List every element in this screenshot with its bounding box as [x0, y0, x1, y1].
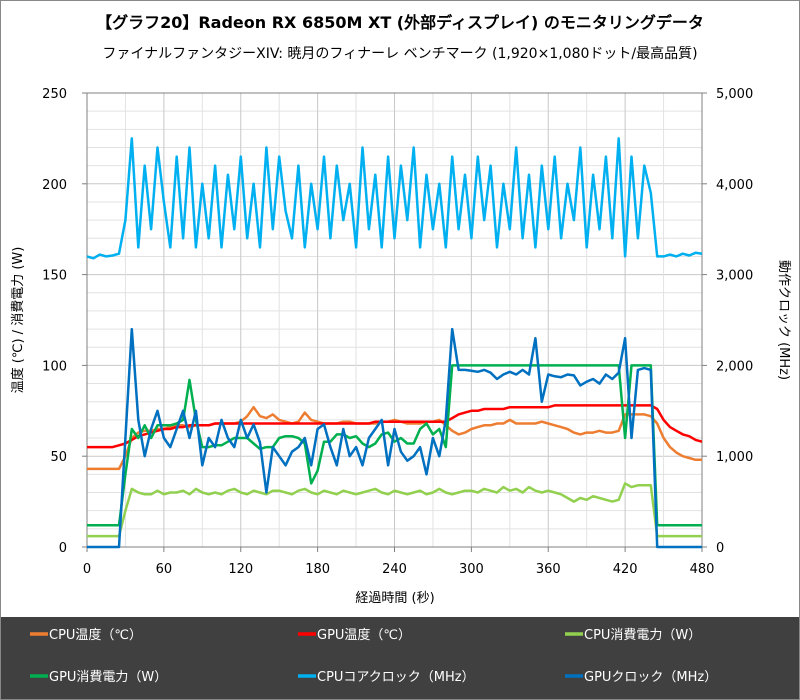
series-line-1: [87, 405, 702, 471]
series-line-2: [87, 404, 703, 449]
chart-title: 【グラフ20】Radeon RX 6850M XT (外部ディスプレイ) のモニ…: [96, 13, 704, 32]
series-line-6: [87, 327, 702, 549]
y-left-tick-label: 250: [42, 87, 67, 102]
y-left-tick-label: 50: [50, 450, 67, 465]
x-tick-label: 420: [613, 562, 638, 577]
series-line-3: [87, 482, 702, 538]
y-right-tick-label: 2,000: [716, 359, 753, 374]
x-tick-label: 300: [459, 562, 484, 577]
x-tick-label: 60: [156, 562, 173, 577]
legend: CPU温度（℃） GPU温度（℃） CPU消費電力（W） GPU消費電力（W） CPUコ…: [30, 627, 717, 685]
legend-label: GPU温度（℃）: [317, 627, 411, 643]
x-tick-label: 360: [536, 562, 561, 577]
y-left-tick-label: 150: [42, 269, 67, 284]
x-tick-label: 0: [83, 562, 91, 577]
x-tick-label: 180: [305, 562, 330, 577]
x-tick-label: 480: [690, 562, 715, 577]
y-right-tick-label: 0: [716, 541, 724, 556]
y-right-tick-label: 5,000: [716, 87, 753, 102]
y-right-tick-label: 1,000: [716, 450, 753, 465]
series-lines: [86, 137, 703, 549]
legend-background: [1, 617, 799, 699]
y-right-tick-label: 3,000: [716, 269, 753, 284]
legend-label: CPUコアクロック（MHz）: [317, 670, 475, 685]
series-line-5: [86, 137, 703, 260]
y-left-tick-label: 200: [42, 178, 67, 193]
legend-label: CPU温度（℃）: [49, 627, 142, 643]
left-axis-title: 温度 (℃) / 消費電力 (W): [10, 247, 26, 394]
series-line-4: [87, 364, 702, 527]
chart-subtitle: ファイナルファンタジーXIV: 暁月のフィナーレ ベンチマーク (1,920×1…: [102, 45, 697, 62]
y-right-tick-label: 4,000: [716, 178, 753, 193]
legend-label: CPU消費電力（W）: [584, 628, 701, 643]
x-axis-title: 経過時間 (秒): [355, 591, 434, 606]
axes: 0 50 100 150 200 250 0 1,000 2,000 3,000 4,000 5,00…: [42, 87, 753, 577]
right-axis-title: 動作クロック (MHz): [776, 260, 791, 380]
y-left-tick-label: 100: [42, 359, 67, 374]
x-tick-label: 240: [382, 562, 407, 577]
legend-label: GPU消費電力（W）: [49, 670, 167, 685]
legend-label: GPUクロック（MHz）: [584, 670, 717, 685]
x-tick-label: 120: [228, 562, 253, 577]
y-left-tick-label: 0: [59, 541, 67, 556]
